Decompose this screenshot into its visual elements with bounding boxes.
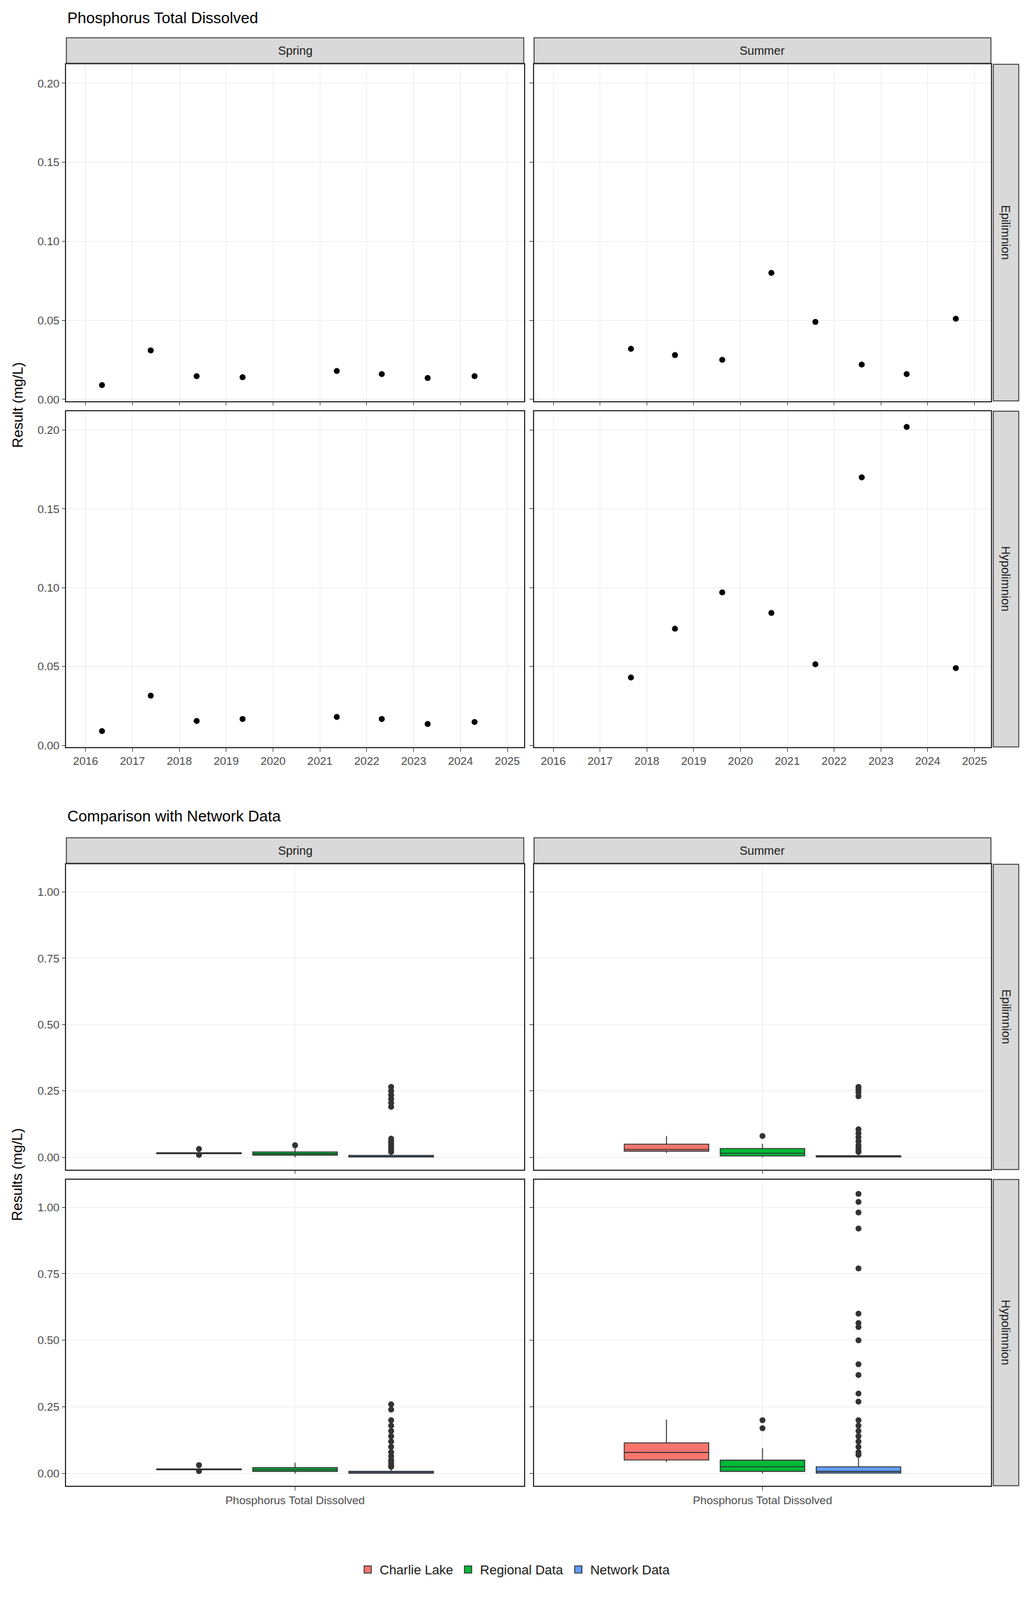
svg-text:2025: 2025: [494, 755, 520, 768]
svg-text:2019: 2019: [681, 755, 707, 768]
svg-text:Charlie Lake: Charlie Lake: [379, 1563, 454, 1579]
svg-text:2023: 2023: [400, 755, 426, 768]
svg-text:Epilimnion: Epilimnion: [999, 204, 1013, 260]
svg-text:Results (mg/L): Results (mg/L): [8, 1128, 26, 1222]
svg-text:Regional Data: Regional Data: [479, 1563, 564, 1579]
svg-text:0.20: 0.20: [37, 77, 60, 90]
svg-text:Phosphorus Total Dissolved: Phosphorus Total Dissolved: [225, 1494, 365, 1508]
svg-text:2021: 2021: [774, 755, 800, 768]
svg-text:Hypolimnion: Hypolimnion: [999, 546, 1013, 612]
svg-text:2016: 2016: [73, 755, 99, 768]
svg-text:2025: 2025: [961, 755, 987, 768]
svg-text:Summer: Summer: [739, 44, 785, 58]
svg-text:2016: 2016: [540, 755, 566, 768]
svg-text:2018: 2018: [166, 755, 192, 768]
svg-text:2019: 2019: [213, 755, 239, 768]
svg-text:Hypolimnion: Hypolimnion: [999, 1299, 1013, 1366]
svg-text:2023: 2023: [868, 755, 894, 768]
svg-text:0.25: 0.25: [37, 1084, 60, 1098]
svg-text:0.75: 0.75: [37, 952, 60, 965]
svg-text:0.00: 0.00: [37, 1467, 60, 1481]
svg-text:2022: 2022: [354, 755, 380, 768]
svg-text:2024: 2024: [447, 755, 474, 768]
svg-text:0.00: 0.00: [37, 393, 60, 407]
svg-text:2020: 2020: [727, 755, 753, 768]
svg-text:2017: 2017: [119, 755, 145, 768]
svg-text:Phosphorus Total Dissolved: Phosphorus Total Dissolved: [67, 8, 258, 27]
svg-text:1.00: 1.00: [37, 1201, 60, 1215]
svg-text:0.75: 0.75: [37, 1268, 60, 1281]
svg-text:0.05: 0.05: [37, 314, 60, 327]
svg-text:0.10: 0.10: [37, 235, 60, 248]
svg-text:0.15: 0.15: [37, 503, 60, 516]
svg-text:2022: 2022: [821, 755, 847, 768]
svg-text:2020: 2020: [260, 755, 286, 768]
svg-text:0.10: 0.10: [37, 581, 60, 595]
svg-text:2024: 2024: [915, 755, 941, 768]
svg-text:Result (mg/L): Result (mg/L): [9, 362, 26, 448]
svg-text:0.25: 0.25: [37, 1401, 60, 1414]
svg-text:2018: 2018: [634, 755, 660, 768]
svg-text:Epilimnion: Epilimnion: [999, 989, 1013, 1045]
svg-text:Spring: Spring: [278, 44, 313, 58]
svg-text:Comparison with Network Data: Comparison with Network Data: [67, 807, 282, 826]
svg-text:2017: 2017: [587, 755, 613, 768]
svg-text:0.50: 0.50: [37, 1018, 60, 1032]
svg-text:Phosphorus Total Dissolved: Phosphorus Total Dissolved: [692, 1494, 832, 1508]
svg-text:Network Data: Network Data: [590, 1563, 670, 1579]
svg-text:0.05: 0.05: [37, 660, 60, 673]
svg-text:0.00: 0.00: [37, 739, 60, 753]
svg-text:0.50: 0.50: [37, 1334, 60, 1347]
svg-text:Spring: Spring: [278, 844, 313, 858]
svg-text:2021: 2021: [307, 755, 333, 768]
svg-text:Summer: Summer: [739, 844, 785, 858]
svg-text:1.00: 1.00: [37, 886, 60, 899]
svg-text:0.15: 0.15: [37, 156, 60, 169]
svg-text:0.20: 0.20: [37, 423, 60, 437]
svg-text:0.00: 0.00: [37, 1151, 60, 1165]
